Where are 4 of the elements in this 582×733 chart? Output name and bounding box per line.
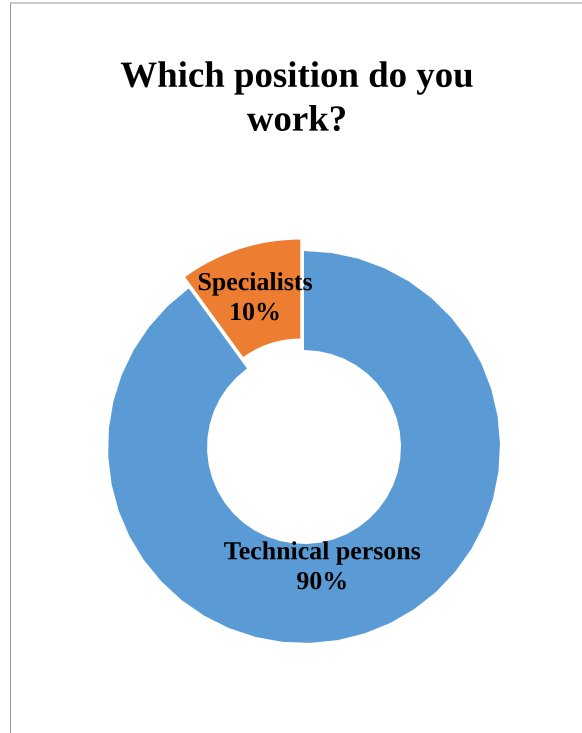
chart-title: Which position do you work? — [120, 61, 473, 132]
slice-label: Technical persons — [224, 541, 420, 565]
data-label: 90% — [297, 572, 346, 590]
data-label: 10% — [231, 302, 279, 320]
